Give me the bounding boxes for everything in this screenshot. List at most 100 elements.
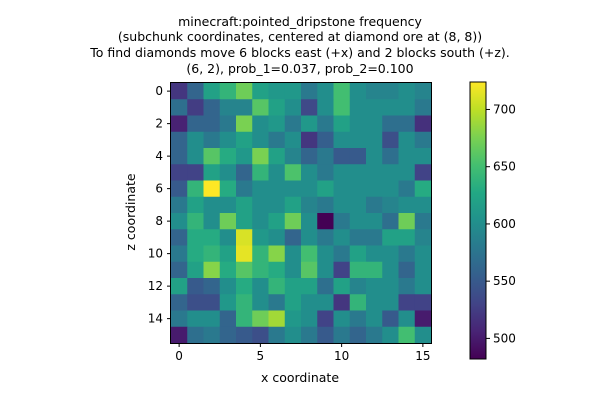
y-tick-label: 4 [155,149,163,163]
x-axis-ticks: 0 5 10 15 [175,343,431,363]
heatmap-cell [219,278,237,295]
heatmap-cell [252,261,269,279]
heatmap-cell [171,131,188,149]
heatmap-cell [252,294,269,311]
heatmap-cell [366,164,383,181]
heatmap-cell [301,294,318,311]
heatmap-cell [171,261,188,279]
heatmap-cell [268,131,286,149]
heatmap-cell [284,278,302,295]
heatmap-cell [317,278,334,295]
heatmap-cell [171,180,188,198]
heatmap-cell [268,261,286,279]
x-tick-label: 5 [257,349,265,363]
heatmap-cell [414,278,432,295]
heatmap-cell [349,326,367,344]
heatmap-cell [382,310,399,328]
heatmap-cell [187,310,204,328]
heatmap-cell [187,278,204,295]
heatmap-cell [252,245,269,263]
heatmap-cell [203,115,221,133]
heatmap-cell [219,83,237,100]
heatmap-cell [333,99,351,116]
heatmap-cell [219,294,237,311]
heatmap-cell [301,148,318,165]
heatmap-cell [414,294,432,311]
heatmap-cell [398,180,416,198]
heatmap-cell [268,229,286,246]
heatmap-cell [398,131,416,149]
heatmap-cell [171,310,188,328]
heatmap-cell [171,115,188,133]
heatmap-cell [398,229,416,246]
heatmap-cell [171,148,188,165]
heatmap-cell [203,164,221,181]
heatmap-cell [268,245,286,263]
heatmap-cell [219,115,237,133]
heatmap-cell [203,310,221,328]
x-axis-label: x coordinate [261,370,339,385]
colorbar [469,81,487,360]
heatmap-cell [284,213,302,230]
heatmap-cell [219,99,237,116]
heatmap-cells [171,83,432,344]
heatmap-cell [317,99,334,116]
heatmap-cell [284,180,302,198]
heatmap-cell [333,261,351,279]
heatmap-cell [366,180,383,198]
heatmap-cell [187,99,204,116]
heatmap-cell [187,131,204,149]
heatmap-cell [268,164,286,181]
heatmap-cell [398,196,416,214]
chart-title-line-1: minecraft:pointed_dripstone frequency [178,14,422,29]
heatmap-cell [171,229,188,246]
heatmap-cell [268,278,286,295]
heatmap-cell [382,83,399,100]
colorbar-tick-label: 500 [493,331,516,345]
heatmap-cell [284,294,302,311]
heatmap-cell [349,131,367,149]
heatmap-cell [301,229,318,246]
heatmap-cell [203,196,221,214]
heatmap-cell [252,180,269,198]
heatmap-cell [349,310,367,328]
heatmap-cell [187,261,204,279]
heatmap-cell [333,115,351,133]
colorbar-tick-label: 550 [493,274,516,288]
heatmap-cell [333,196,351,214]
heatmap-cell [219,310,237,328]
heatmap-cell [252,196,269,214]
heatmap-cell [366,99,383,116]
heatmap-cell [301,326,318,344]
heatmap-cell [317,115,334,133]
heatmap-cell [203,278,221,295]
heatmap-cell [252,229,269,246]
heatmap-cell [219,180,237,198]
heatmap-cell [203,229,221,246]
heatmap-cell [366,294,383,311]
heatmap-cell [317,148,334,165]
heatmap-cell [268,196,286,214]
heatmap-cell [219,326,237,344]
heatmap-cell [219,229,237,246]
heatmap-cell [219,245,237,263]
heatmap-cell [398,261,416,279]
heatmap-cell [349,148,367,165]
heatmap-cell [398,164,416,181]
heatmap-cell [203,245,221,263]
heatmap-cell [382,326,399,344]
heatmap-cell [171,164,188,181]
heatmap-cell [219,196,237,214]
heatmap-cell [219,213,237,230]
y-tick-label: 10 [148,247,163,261]
heatmap-cell [382,229,399,246]
heatmap-cell [252,99,269,116]
chart-title-line-4: (6, 2), prob_1=0.037, prob_2=0.100 [186,61,413,76]
heatmap-cell [349,180,367,198]
heatmap-cell [187,196,204,214]
heatmap-cell [268,83,286,100]
heatmap-cell [317,180,334,198]
heatmap-cell [171,99,188,116]
heatmap-cell [187,213,204,230]
heatmap-cell [268,310,286,328]
